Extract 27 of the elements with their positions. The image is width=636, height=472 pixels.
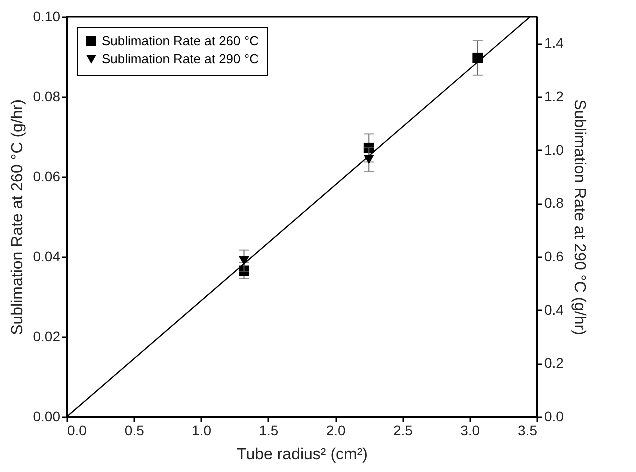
y-tick-label: 0.06 <box>33 168 61 184</box>
y-tick-label: 0.04 <box>33 248 61 264</box>
x-tick-label: 0.0 <box>68 422 88 438</box>
y2-tick-label: 1.4 <box>544 35 564 52</box>
y-tick-label: 0.08 <box>33 88 61 104</box>
x-tick-label: 3.0 <box>460 422 480 438</box>
y2-tick-label: 0.2 <box>544 355 564 372</box>
x-tick-label: 1.0 <box>192 422 212 438</box>
y-axis-title: Sublimation Rate at 260 °C (g/hr) <box>9 100 26 336</box>
y-tick-label: 0.02 <box>33 328 61 344</box>
y2-axis-title: Sublimation Rate at 290 °C (g/hr) <box>570 100 588 336</box>
y2-tick-label: 0.6 <box>544 248 564 264</box>
y2-tick-label: 1.0 <box>544 142 564 158</box>
y2-tick-label: 0.0 <box>544 408 564 424</box>
y2-tick-label: 0.4 <box>544 302 564 318</box>
x-tick-label: 0.5 <box>124 422 145 438</box>
y-tick-label: 0.10 <box>33 8 61 24</box>
legend-label: Sublimation Rate at 290 °C <box>102 52 259 66</box>
x-axis-title: Tube radius² (cm²) <box>237 446 368 464</box>
y-tick-label: 0.00 <box>33 408 61 424</box>
x-tick-label: 3.5 <box>518 422 538 438</box>
legend-label: Sublimation Rate at 260 °C <box>102 34 259 48</box>
y2-tick-label: 0.8 <box>544 195 564 212</box>
x-tick-label: 1.5 <box>259 422 279 438</box>
x-tick-label: 2.0 <box>326 422 346 438</box>
x-tick-label: 2.5 <box>393 422 414 438</box>
y2-tick-label: 1.2 <box>544 88 564 104</box>
